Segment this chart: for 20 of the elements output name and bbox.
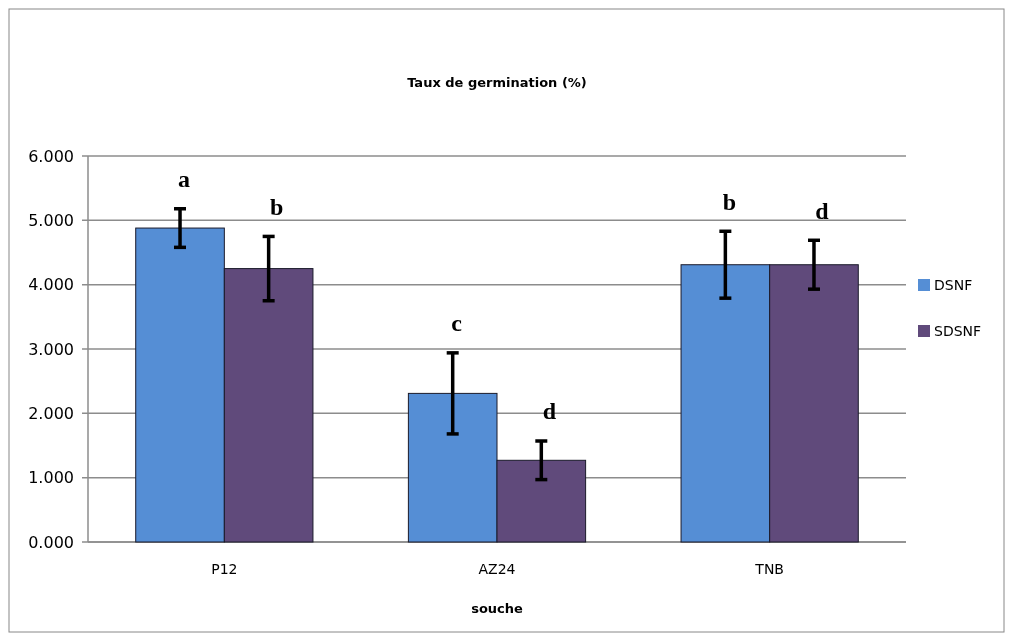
annotation: d [815,197,830,224]
y-tick-label: 2.000 [28,403,74,423]
y-tick-label: 1.000 [28,468,74,488]
annotation: a [178,166,191,193]
annotation: b [269,193,284,220]
x-tick-label: P12 [211,561,238,577]
chart-title: Taux de germination (%) [407,75,587,90]
annotation: d [542,398,557,425]
y-tick-label: 6.000 [28,146,74,166]
x-axis-title: souche [471,601,524,616]
legend-label: SDSNF [934,322,982,339]
annotation: c [451,310,463,337]
x-tick-label: AZ24 [478,561,516,577]
y-tick-label: 4.000 [28,275,74,295]
y-tick-label: 3.000 [28,339,74,359]
legend-label: DSNF [934,276,973,293]
x-tick-label: TNB [754,561,784,577]
y-tick-label: 0.000 [28,532,74,552]
annotation: b [722,188,737,215]
y-tick-label: 5.000 [28,210,74,230]
